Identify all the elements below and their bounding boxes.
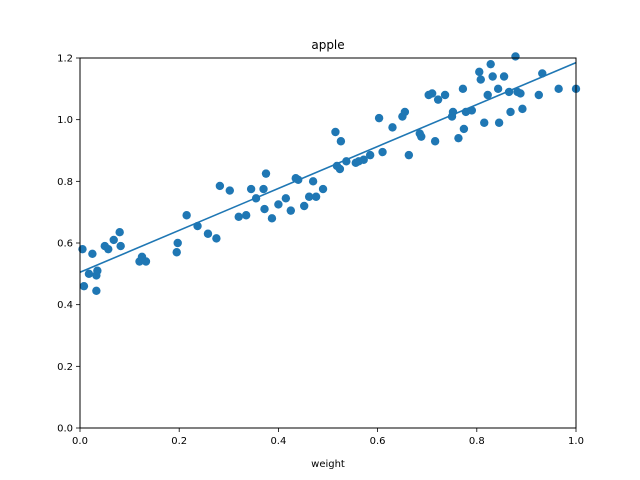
data-point [331, 127, 340, 137]
plot-area [78, 52, 581, 295]
x-tick-label: 1.0 [568, 436, 584, 447]
data-point [486, 59, 495, 69]
data-point [173, 238, 182, 248]
data-point [299, 201, 309, 211]
data-point [261, 169, 271, 178]
data-point [516, 89, 525, 98]
data-point [308, 177, 318, 186]
data-point [427, 89, 437, 98]
data-point [440, 90, 450, 100]
data-point [104, 244, 113, 254]
fit-line [79, 61, 577, 274]
data-point [109, 235, 118, 245]
data-point [476, 75, 485, 84]
y-tick-label: 0.4 [57, 300, 73, 311]
x-axis-label: weight [311, 459, 345, 470]
axes: 0.0 0.2 0.4 0.6 0.8 1.0 0.0 0.2 0.4 0.6 0.8 1.0 1.2 [57, 54, 584, 448]
data-point [281, 194, 291, 203]
data-point [141, 257, 151, 266]
data-point [458, 84, 468, 94]
data-point [267, 214, 277, 223]
data-point [336, 137, 346, 146]
data-point [534, 90, 543, 100]
data-point [417, 132, 426, 141]
data-point [430, 137, 440, 146]
data-point [554, 84, 563, 94]
data-point [433, 95, 443, 104]
data-point [494, 118, 504, 127]
data-point [518, 104, 527, 114]
data-point [225, 186, 234, 195]
data-point [172, 248, 181, 257]
data-point [88, 249, 97, 258]
data-point [318, 184, 328, 194]
y-tick-label: 1.0 [57, 115, 73, 126]
data-point [365, 150, 375, 160]
data-point [241, 211, 251, 220]
data-point [480, 118, 489, 127]
data-point [212, 234, 221, 243]
data-point [400, 107, 410, 117]
data-point [115, 228, 124, 237]
data-point [359, 155, 368, 164]
data-point [260, 204, 269, 214]
data-point [259, 184, 268, 194]
data-point [93, 266, 102, 275]
data-point [215, 181, 225, 191]
data-point [488, 72, 497, 81]
data-point [335, 164, 345, 174]
data-point [511, 52, 520, 61]
data-point [404, 150, 414, 160]
data-point [499, 72, 509, 81]
data-point [378, 147, 387, 157]
chart-title: apple [311, 38, 344, 52]
x-tick-label: 0.8 [469, 436, 485, 447]
data-point [203, 229, 213, 238]
data-point [182, 211, 191, 220]
data-point [459, 124, 469, 134]
x-tick-label: 0.4 [270, 436, 286, 447]
data-point [84, 269, 94, 279]
data-point [234, 212, 243, 221]
data-point [246, 184, 256, 194]
y-tick-label: 0.8 [57, 177, 73, 188]
data-point [79, 281, 89, 291]
x-tick-label: 0.6 [370, 436, 386, 447]
data-point [116, 241, 125, 251]
data-point [388, 123, 397, 132]
data-point [311, 192, 321, 201]
data-point [493, 84, 503, 94]
data-point [92, 286, 101, 295]
data-point [374, 113, 384, 123]
data-point [274, 200, 283, 209]
data-point [475, 67, 484, 77]
data-point [304, 192, 314, 201]
data-point [506, 107, 515, 117]
y-tick-label: 0.2 [57, 362, 73, 373]
data-point [454, 133, 463, 143]
x-tick-label: 0.2 [171, 436, 187, 447]
y-tick-label: 0.0 [57, 424, 73, 435]
data-point [286, 206, 295, 215]
y-tick-label: 1.2 [57, 54, 73, 65]
data-point [483, 90, 492, 100]
x-tick-label: 0.0 [72, 436, 88, 447]
y-tick-label: 0.6 [57, 239, 73, 250]
